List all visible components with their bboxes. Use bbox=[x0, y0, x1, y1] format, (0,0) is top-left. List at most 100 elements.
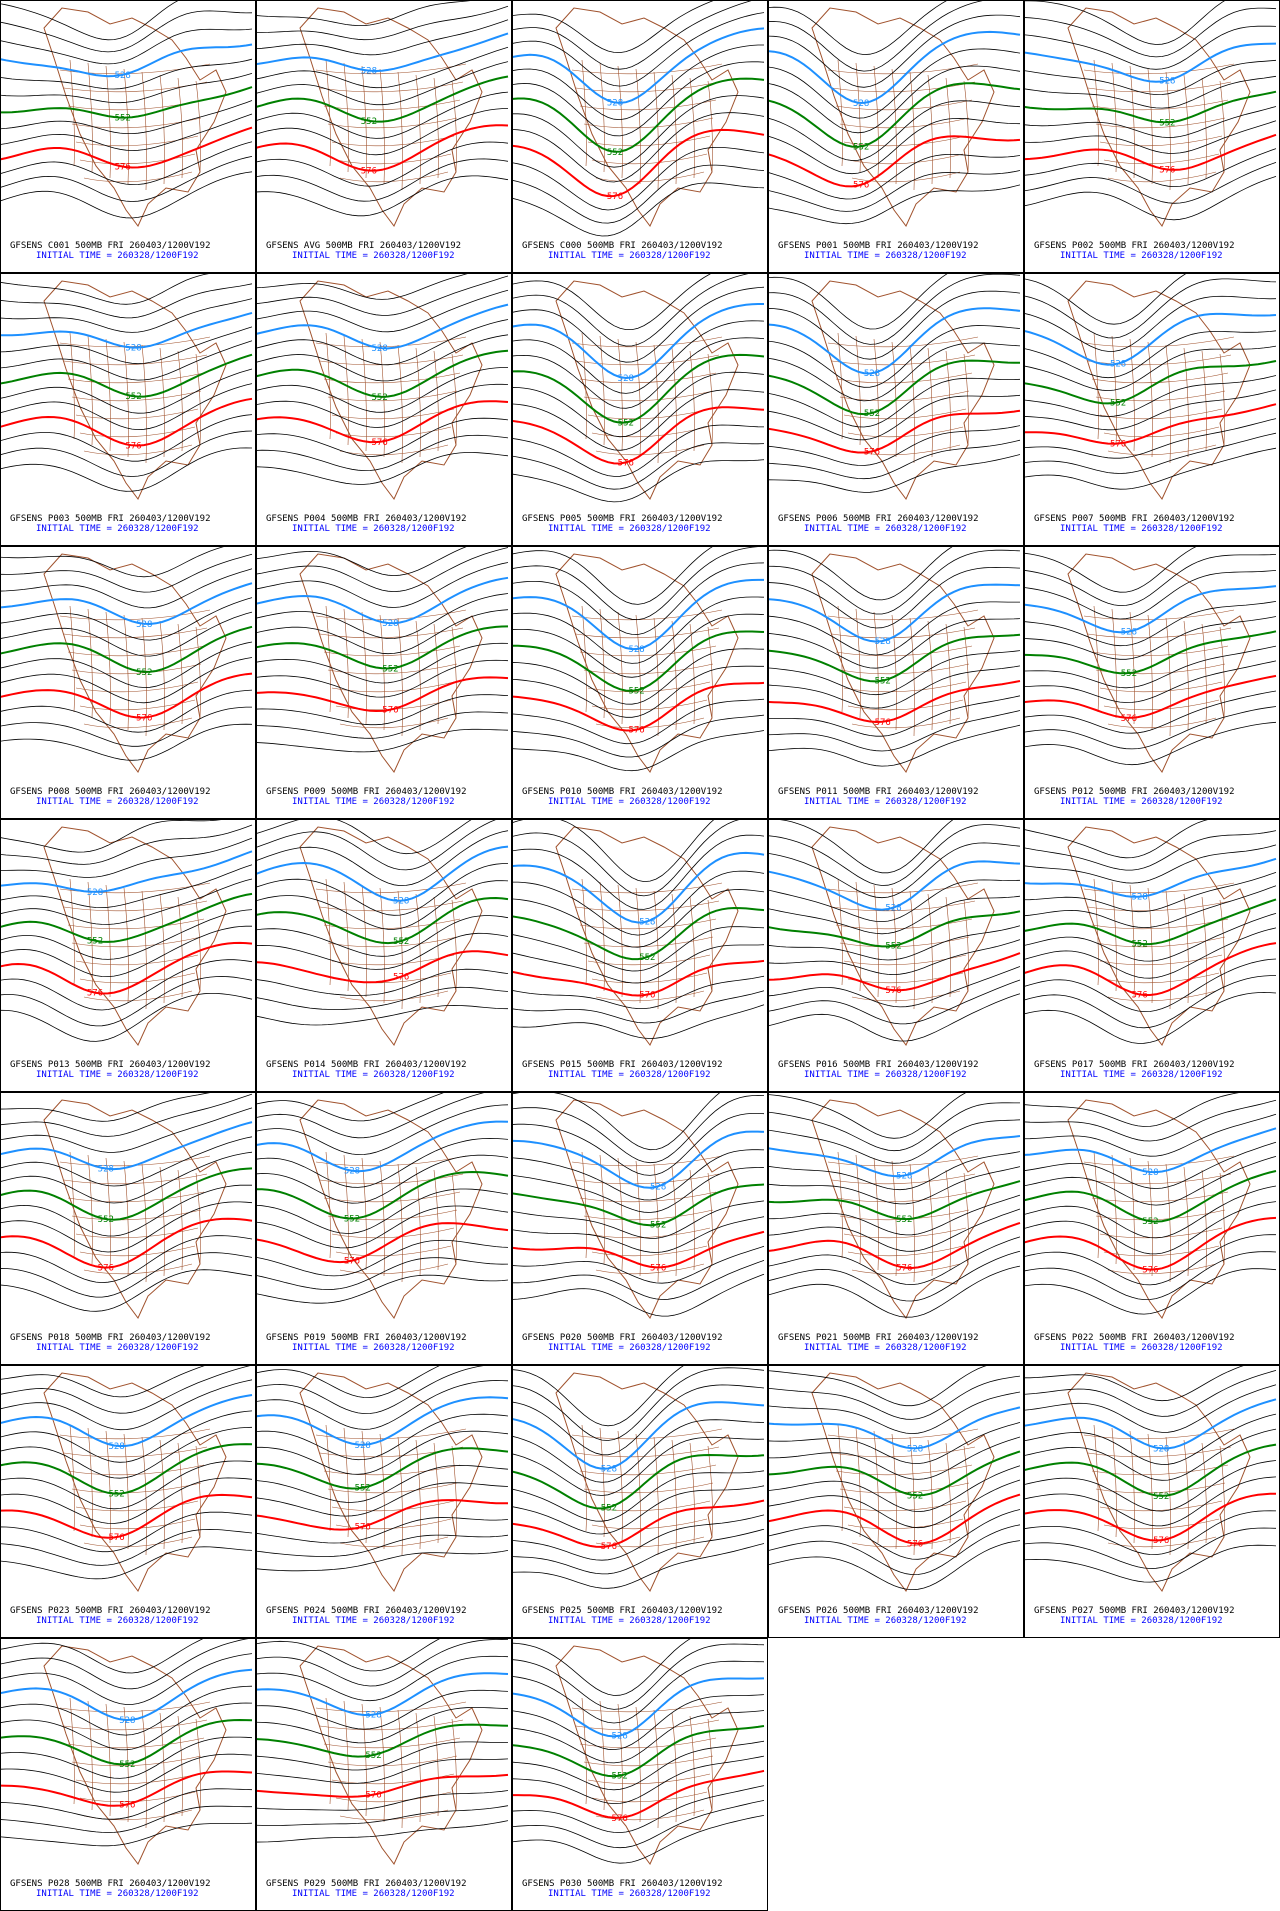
map-area: 528 552 576 bbox=[513, 820, 765, 1046]
border-line bbox=[595, 1263, 705, 1275]
height-contour bbox=[769, 618, 1021, 669]
height-contour bbox=[257, 434, 509, 472]
height-contour bbox=[1025, 403, 1277, 445]
border-line bbox=[335, 1518, 452, 1530]
panel-initial-time: INITIAL TIME = 260328/1200F192 bbox=[1060, 251, 1223, 261]
border-line bbox=[451, 626, 457, 719]
height-contour bbox=[1025, 312, 1277, 366]
height-contour bbox=[1, 1805, 252, 1834]
height-contour bbox=[1025, 295, 1277, 352]
height-contour bbox=[513, 353, 765, 424]
height-contour bbox=[257, 1482, 509, 1517]
panel-title: GFSENS P006 500MB FRI 260403/1200V192 bbox=[778, 514, 978, 524]
height-contour bbox=[513, 1815, 765, 1864]
height-contour bbox=[257, 61, 509, 106]
border-line bbox=[1107, 990, 1217, 1002]
map-area: 528 552 576 bbox=[513, 1, 765, 237]
border-line bbox=[397, 890, 403, 1010]
height-contour bbox=[1025, 1398, 1277, 1450]
height-contour bbox=[1025, 1093, 1239, 1127]
height-contour bbox=[769, 979, 1021, 1025]
contour-label: 528 bbox=[853, 99, 869, 109]
height-contour bbox=[257, 830, 509, 887]
height-contour bbox=[513, 77, 765, 153]
map-area: 528 552 576 bbox=[1, 1639, 253, 1865]
height-contour bbox=[1, 1493, 253, 1539]
border-line bbox=[195, 80, 201, 173]
height-contour bbox=[1, 553, 253, 593]
border-line bbox=[177, 77, 183, 179]
border-line bbox=[653, 1436, 659, 1556]
height-contour bbox=[769, 1166, 1021, 1205]
height-contour bbox=[1025, 601, 1277, 647]
contour-label: 552 bbox=[125, 392, 141, 402]
border-line bbox=[63, 1719, 208, 1731]
height-contour bbox=[513, 906, 765, 961]
panel-initial-time: INITIAL TIME = 260328/1200F192 bbox=[804, 1070, 967, 1080]
height-contour bbox=[1025, 660, 1277, 703]
border-line bbox=[327, 1755, 458, 1767]
border-line bbox=[1201, 1169, 1207, 1271]
height-contour bbox=[513, 1485, 765, 1535]
height-contour bbox=[769, 30, 1021, 104]
border-line bbox=[451, 353, 457, 446]
height-contour bbox=[1, 672, 253, 719]
height-contour bbox=[769, 65, 1021, 134]
map-area: 528 552 576 bbox=[1025, 274, 1277, 500]
border-line bbox=[831, 900, 976, 912]
height-contour bbox=[513, 1230, 765, 1269]
height-contour bbox=[513, 851, 765, 924]
map-area: 528 552 576 bbox=[1025, 1, 1277, 227]
contour-label: 528 bbox=[875, 637, 891, 647]
border-line bbox=[1103, 699, 1220, 711]
border-line bbox=[707, 1718, 713, 1811]
contour-label: 576 bbox=[393, 973, 409, 983]
contour-label: 576 bbox=[119, 1800, 135, 1810]
height-contour bbox=[1, 689, 253, 733]
height-contour bbox=[769, 724, 1021, 767]
border-line bbox=[319, 900, 464, 912]
border-line bbox=[581, 332, 587, 440]
border-line bbox=[963, 353, 969, 446]
border-line bbox=[379, 887, 385, 1004]
border-line bbox=[843, 954, 967, 966]
contour-label: 576 bbox=[607, 192, 623, 202]
height-contour bbox=[769, 1119, 1021, 1164]
height-contour bbox=[1, 1107, 253, 1153]
border-line bbox=[1201, 77, 1207, 179]
border-line bbox=[575, 900, 720, 912]
height-contour bbox=[1, 1426, 253, 1479]
height-contour bbox=[769, 135, 1021, 188]
height-contour bbox=[1, 641, 253, 688]
height-contour bbox=[769, 665, 1021, 709]
height-contour bbox=[769, 1436, 1021, 1480]
height-contour bbox=[257, 1366, 484, 1415]
border-line bbox=[59, 609, 211, 621]
border-line bbox=[599, 881, 605, 992]
height-contour bbox=[1025, 1156, 1277, 1206]
height-contour bbox=[1, 1184, 253, 1237]
border-line bbox=[71, 936, 202, 948]
panel-title: GFSENS P029 500MB FRI 260403/1200V192 bbox=[266, 1879, 466, 1889]
border-line bbox=[75, 681, 199, 693]
height-contour bbox=[1, 447, 253, 492]
border-line bbox=[335, 426, 452, 438]
panel-title: GFSENS P018 500MB FRI 260403/1200V192 bbox=[10, 1333, 210, 1343]
border-line bbox=[83, 990, 193, 1002]
border-line bbox=[323, 1464, 461, 1476]
height-contour bbox=[513, 1, 714, 54]
height-contour bbox=[1025, 721, 1277, 766]
height-contour bbox=[769, 170, 1021, 212]
contour-label: 528 bbox=[108, 1442, 124, 1452]
panel-title: GFSENS P030 500MB FRI 260403/1200V192 bbox=[522, 1879, 722, 1889]
height-contour bbox=[513, 547, 759, 621]
border-line bbox=[653, 1163, 659, 1283]
contour-label: 528 bbox=[618, 374, 634, 384]
height-contour bbox=[1, 1702, 253, 1751]
border-line bbox=[451, 80, 457, 173]
panel-initial-time: INITIAL TIME = 260328/1200F192 bbox=[548, 1070, 711, 1080]
map-panel: 528 552 576 GFSENS P027 500MB FRI 260403/12… bbox=[1024, 1365, 1280, 1638]
height-contour bbox=[513, 320, 765, 394]
height-contour bbox=[1025, 585, 1277, 634]
panel-title: GFSENS P020 500MB FRI 260403/1200V192 bbox=[522, 1333, 722, 1343]
